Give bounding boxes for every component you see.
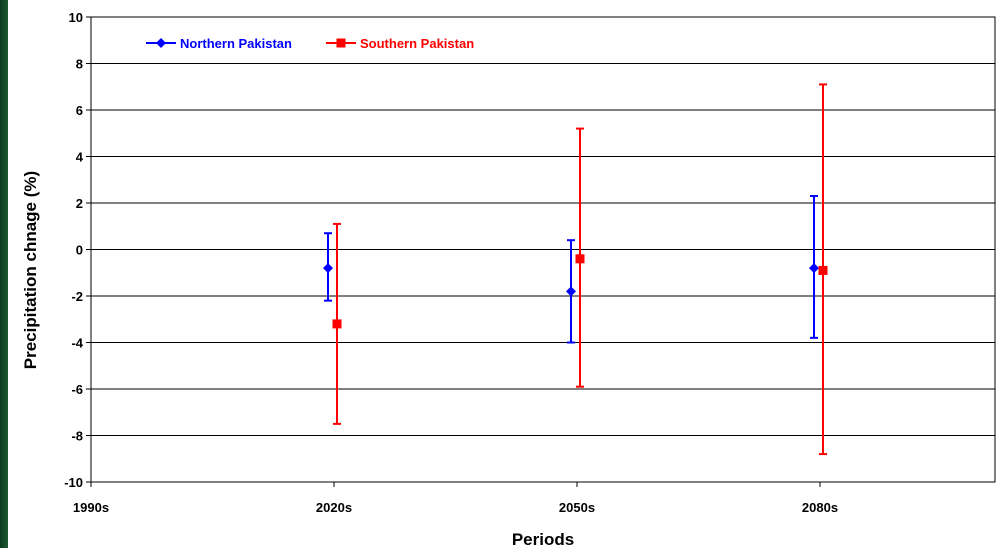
y-tick-label: -2 xyxy=(71,289,83,304)
y-tick-label: -4 xyxy=(71,336,83,351)
y-tick-label: -8 xyxy=(71,429,83,444)
y-tick-label: -6 xyxy=(71,382,83,397)
data-markers xyxy=(323,254,828,329)
gridlines xyxy=(91,63,995,436)
y-tick-label: 4 xyxy=(76,150,84,165)
y-tick-label: 6 xyxy=(76,103,83,118)
y-tick-label: -10 xyxy=(64,475,83,490)
x-tick-label: 2020s xyxy=(316,500,352,515)
data-point xyxy=(566,286,576,297)
y-tick-label: 0 xyxy=(76,243,83,258)
y-axis-title: Precipitation chnage (%) xyxy=(21,171,40,369)
x-tick-label: 2080s xyxy=(802,500,838,515)
data-point xyxy=(332,319,342,329)
y-axis-ticks: 10 8 6 4 2 0 -2 -4 -6 -8 -10 xyxy=(64,10,91,490)
y-tick-label: 10 xyxy=(69,10,83,25)
x-tick-label: 1990s xyxy=(73,500,109,515)
legend-marker xyxy=(336,38,346,48)
y-tick-label: 2 xyxy=(76,196,83,211)
legend: Northern Pakistan Southern Pakistan xyxy=(146,36,474,51)
data-point xyxy=(809,263,819,274)
x-axis-title: Periods xyxy=(512,530,574,548)
legend-marker xyxy=(156,38,166,48)
legend-label: Southern Pakistan xyxy=(360,36,474,51)
left-border-strip xyxy=(0,0,8,548)
y-tick-label: 8 xyxy=(76,57,83,72)
data-point xyxy=(575,254,585,264)
legend-label: Northern Pakistan xyxy=(180,36,292,51)
x-axis-ticks: 1990s 2020s 2050s 2080s xyxy=(73,482,838,515)
x-tick-label: 2050s xyxy=(559,500,595,515)
data-point xyxy=(818,265,828,275)
data-point xyxy=(323,263,333,274)
